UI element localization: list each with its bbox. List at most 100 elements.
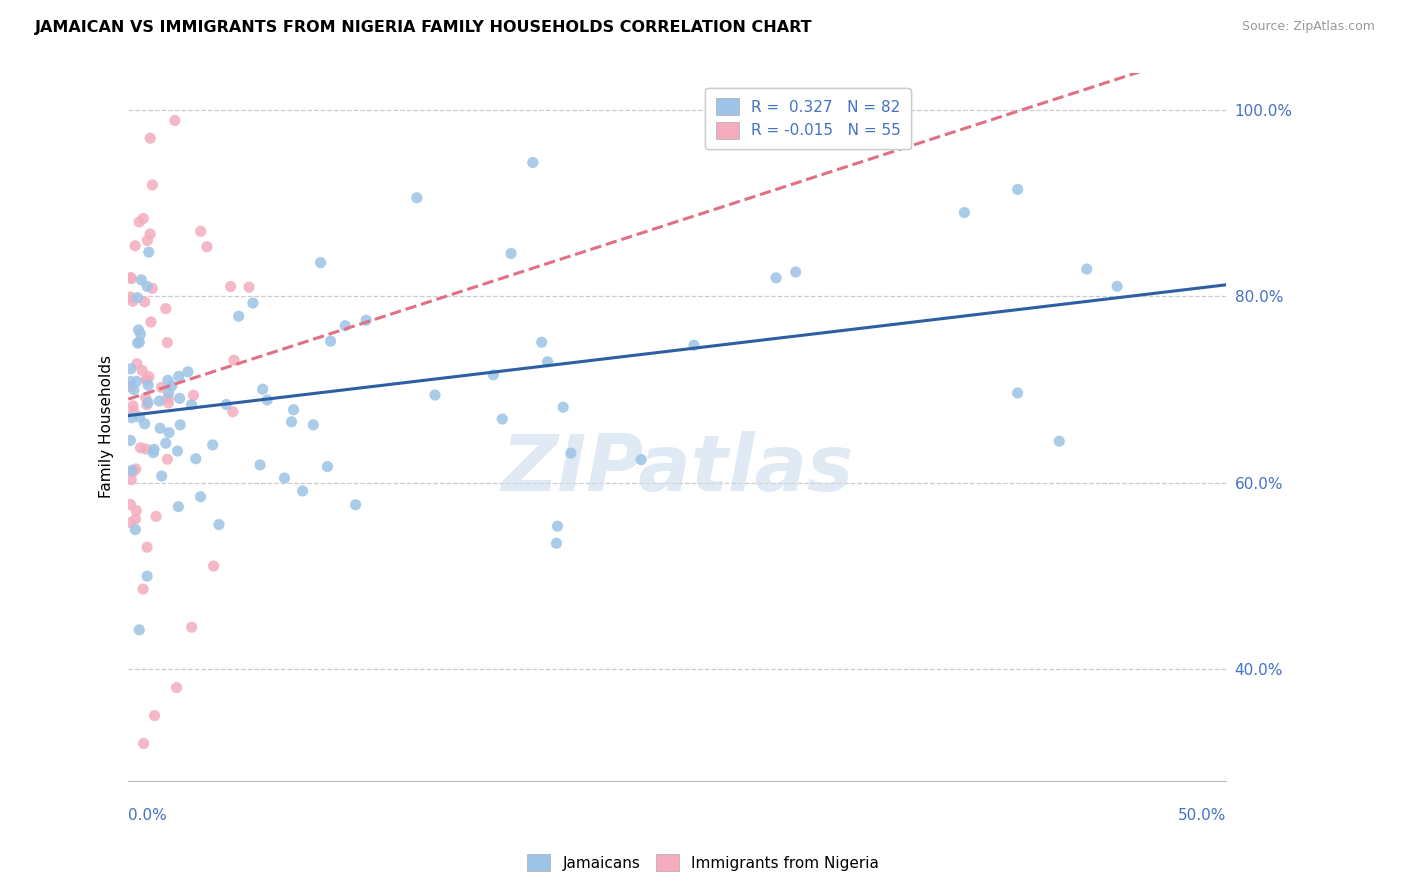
Point: [156, 452, 179, 467]
Point: [132, 736, 155, 750]
Point: [141, 281, 163, 295]
Point: [219, 279, 242, 293]
Point: [120, 270, 142, 285]
Text: JAMAICAN VS IMMIGRANTS FROM NIGERIA FAMILY HOUSEHOLDS CORRELATION CHART: JAMAICAN VS IMMIGRANTS FROM NIGERIA FAMI…: [35, 20, 813, 35]
Point: [785, 265, 807, 279]
Point: [530, 335, 553, 350]
Point: [128, 323, 150, 337]
Point: [120, 362, 142, 376]
Point: [141, 178, 163, 192]
Point: [169, 392, 191, 406]
Point: [190, 490, 212, 504]
Point: [166, 681, 188, 695]
Point: [135, 372, 157, 386]
Point: [136, 378, 159, 392]
Point: [156, 335, 179, 350]
Text: 0.0%: 0.0%: [128, 808, 167, 823]
Point: [560, 446, 582, 460]
Point: [125, 357, 148, 371]
Point: [405, 191, 427, 205]
Point: [1007, 182, 1029, 196]
Point: [1007, 386, 1029, 401]
Point: [143, 442, 166, 457]
Point: [1047, 434, 1070, 449]
Point: [120, 379, 142, 393]
Point: [155, 301, 177, 316]
Point: [125, 503, 148, 517]
Point: [166, 444, 188, 458]
Legend: R =  0.327   N = 82, R = -0.015   N = 55: R = 0.327 N = 82, R = -0.015 N = 55: [704, 87, 911, 149]
Point: [180, 620, 202, 634]
Point: [280, 415, 302, 429]
Point: [120, 290, 142, 304]
Point: [127, 291, 149, 305]
Point: [131, 363, 153, 377]
Point: [683, 338, 706, 352]
Point: [135, 442, 157, 456]
Point: [149, 421, 172, 435]
Point: [135, 373, 157, 387]
Point: [128, 623, 150, 637]
Point: [122, 399, 145, 413]
Point: [344, 498, 367, 512]
Point: [139, 315, 162, 329]
Point: [630, 452, 652, 467]
Point: [157, 425, 180, 440]
Point: [127, 336, 149, 351]
Point: [283, 402, 305, 417]
Point: [238, 280, 260, 294]
Point: [553, 401, 575, 415]
Point: [142, 445, 165, 459]
Point: [335, 318, 357, 333]
Point: [354, 313, 377, 327]
Point: [256, 392, 278, 407]
Point: [124, 512, 146, 526]
Point: [128, 335, 150, 350]
Point: [180, 398, 202, 412]
Point: [145, 509, 167, 524]
Point: [499, 246, 522, 260]
Y-axis label: Family Households: Family Households: [100, 355, 114, 499]
Point: [120, 375, 142, 389]
Point: [148, 394, 170, 409]
Point: [190, 224, 212, 238]
Point: [249, 458, 271, 472]
Point: [273, 471, 295, 485]
Point: [132, 582, 155, 596]
Point: [177, 365, 200, 379]
Point: [121, 410, 143, 425]
Point: [139, 131, 162, 145]
Point: [132, 211, 155, 226]
Point: [222, 353, 245, 368]
Point: [129, 441, 152, 455]
Point: [1107, 279, 1129, 293]
Point: [319, 334, 342, 348]
Point: [184, 451, 207, 466]
Point: [150, 380, 173, 394]
Point: [157, 386, 180, 401]
Point: [183, 388, 205, 402]
Point: [136, 279, 159, 293]
Point: [134, 417, 156, 431]
Point: [536, 355, 558, 369]
Point: [155, 436, 177, 450]
Point: [120, 516, 142, 530]
Point: [129, 327, 152, 342]
Point: [242, 296, 264, 310]
Point: [156, 373, 179, 387]
Point: [163, 113, 186, 128]
Point: [291, 483, 314, 498]
Point: [138, 369, 160, 384]
Text: Source: ZipAtlas.com: Source: ZipAtlas.com: [1241, 20, 1375, 33]
Point: [201, 438, 224, 452]
Point: [135, 398, 157, 412]
Point: [228, 310, 250, 324]
Point: [136, 395, 159, 409]
Text: ZIPatlas: ZIPatlas: [501, 432, 853, 508]
Point: [136, 569, 159, 583]
Point: [195, 240, 218, 254]
Point: [150, 469, 173, 483]
Point: [122, 404, 145, 418]
Point: [202, 559, 225, 574]
Point: [124, 523, 146, 537]
